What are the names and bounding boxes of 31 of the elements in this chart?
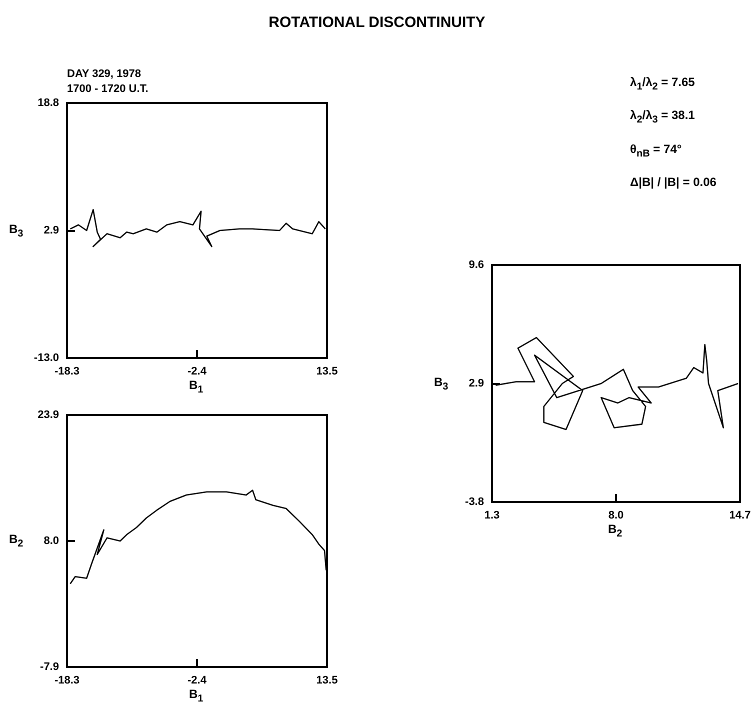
text: λ$_{1}$/λ$_{2}$ = 7.65: [630, 74, 696, 94]
y-tick-label: -13.0: [34, 352, 59, 364]
y-axis-title: B$_{3}$: [434, 374, 448, 392]
x-tick-label: -2.4: [188, 674, 208, 686]
y-tick-label: -3.8: [465, 496, 484, 508]
x-tick-label: 1.3: [484, 510, 500, 522]
y-tick-label: 8.0: [44, 535, 59, 547]
x-tick-label: 14.7: [729, 510, 751, 522]
x-tick-label: 13.5: [316, 674, 338, 686]
y-tick-label: -7.9: [40, 661, 59, 673]
y-tick-label: 23.9: [38, 409, 59, 421]
x-tick-label: 8.0: [608, 510, 624, 522]
x-axis-title: B$_{1}$: [189, 687, 204, 704]
text: DAY 329, 1978: [67, 67, 142, 82]
x-tick-label: -18.3: [54, 674, 80, 686]
x-axis-title: B$_{1}$: [189, 378, 204, 396]
x-axis-title: B$_{2}$: [608, 522, 622, 540]
text: λ$_{2}$/λ$_{3}$ = 38.1: [630, 107, 696, 128]
text: ROTATIONAL DISCONTINUITY: [268, 14, 486, 31]
x-tick-label: -2.4: [188, 366, 208, 378]
y-tick-label: 2.9: [468, 378, 484, 390]
y-tick-label: 2.9: [44, 224, 59, 236]
text: Δ|B| / |B| = 0.06: [630, 174, 716, 192]
y-tick-label: 18.8: [38, 97, 59, 109]
text: θ$_{nB}$ = 74°: [630, 140, 683, 162]
x-tick-label: 13.5: [316, 366, 338, 378]
text: 1700 - 1720 U.T.: [67, 82, 148, 97]
y-tick-label: 9.6: [468, 259, 484, 271]
y-axis-title: B$_{2}$: [9, 532, 24, 550]
x-tick-label: -18.3: [54, 366, 80, 378]
y-axis-title: B$_{3}$: [9, 222, 24, 239]
